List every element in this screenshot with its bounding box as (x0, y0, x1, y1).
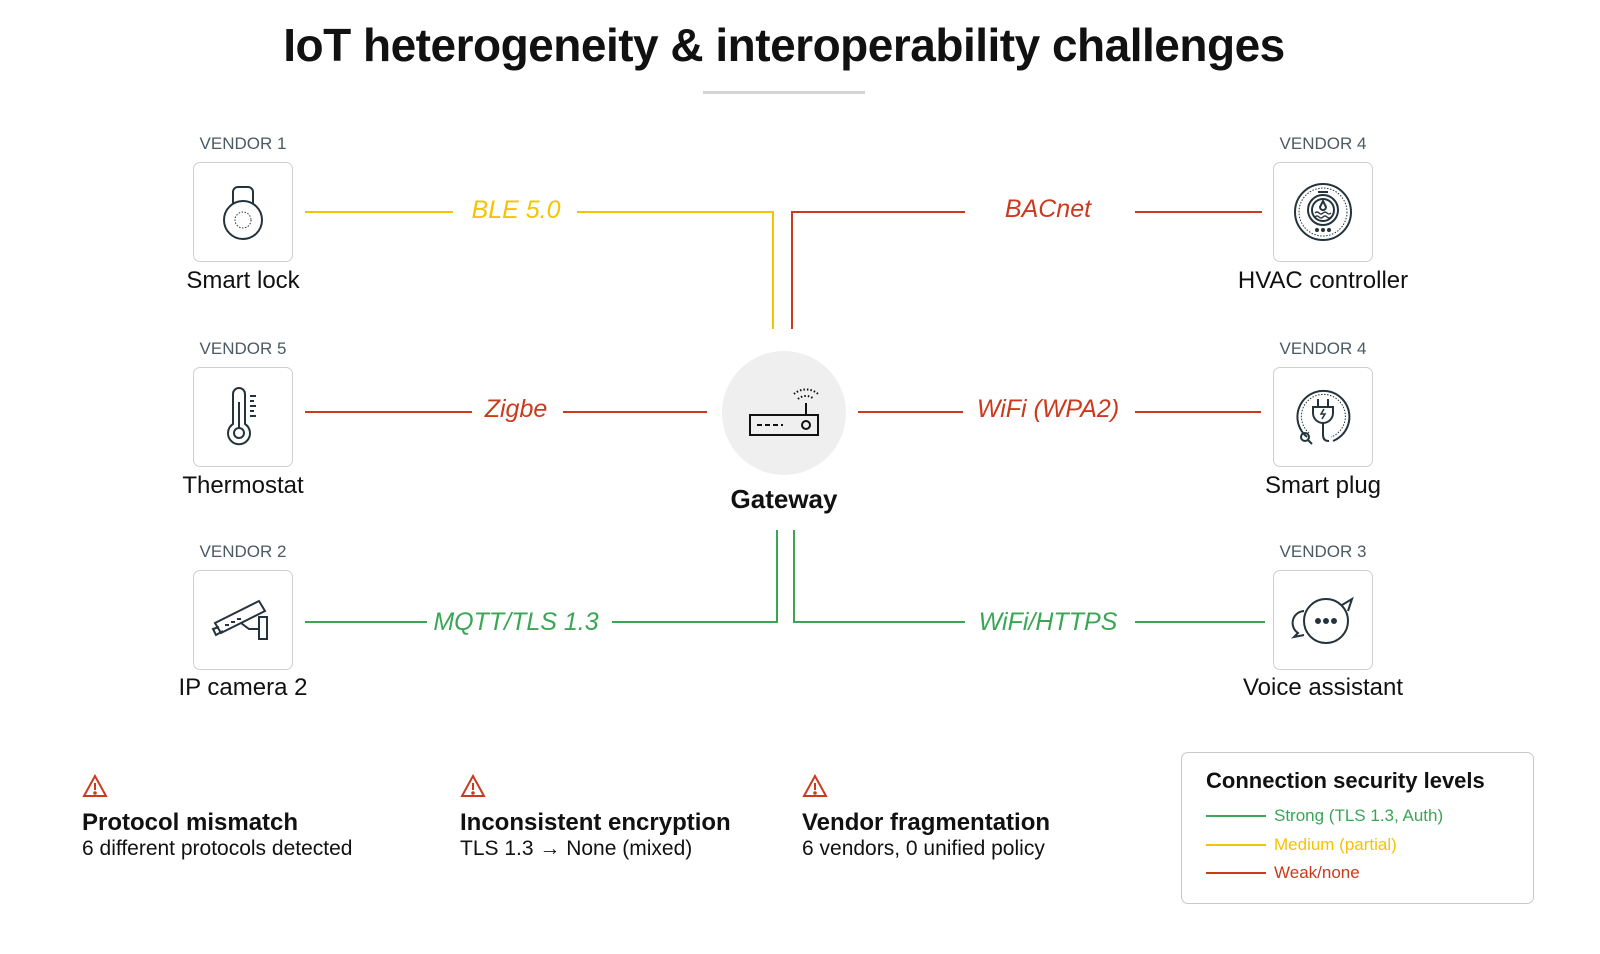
device-name: Thermostat (182, 472, 304, 499)
gateway-node[interactable] (722, 351, 846, 475)
warning-icon (460, 773, 486, 797)
protocol-label-wifi-https: WiFi/HTTPS (978, 608, 1118, 636)
warning-icon (82, 773, 108, 797)
challenge-subtitle: TLS 1.3 → None (mixed) (460, 837, 693, 860)
gateway-label: Gateway (730, 484, 838, 514)
device-name: Smart lock (186, 267, 300, 294)
legend-item-strong: Strong (TLS 1.3, Auth) (1206, 806, 1443, 826)
protocol-label-wifi-wpa2: WiFi (WPA2) (976, 395, 1120, 423)
legend: Connection security levels Strong (TLS 1… (1181, 752, 1534, 904)
challenge-subtitle: 6 vendors, 0 unified policy (802, 837, 1045, 860)
chat-bubbles-icon (1290, 596, 1354, 644)
title-underline (703, 91, 865, 94)
vendor-label: VENDOR 5 (199, 339, 287, 358)
legend-item-medium: Medium (partial) (1206, 835, 1397, 855)
legend-swatch (1206, 872, 1266, 874)
plug-icon (1296, 389, 1351, 445)
device-hvac-controller[interactable] (1273, 162, 1373, 262)
device-name: HVAC controller (1237, 267, 1409, 294)
protocol-label-bacnet: BACnet (1004, 195, 1092, 223)
device-name: Voice assistant (1242, 674, 1404, 701)
thermometer-icon (227, 387, 256, 446)
challenge-title: Protocol mismatch (82, 809, 299, 836)
device-thermostat[interactable] (193, 367, 293, 467)
device-name: Smart plug (1264, 472, 1382, 499)
challenge-inconsistent-encryption: Inconsistent encryption TLS 1.3 → None (… (460, 773, 731, 861)
device-smart-lock[interactable] (193, 162, 293, 262)
vendor-label: VENDOR 4 (1279, 339, 1367, 358)
legend-item-weak: Weak/none (1206, 863, 1360, 883)
link-camera-b (612, 530, 778, 623)
device-ip-camera[interactable] (193, 570, 293, 670)
vendor-label: VENDOR 2 (199, 542, 287, 561)
vendor-label: VENDOR 1 (199, 134, 287, 153)
router-icon (749, 388, 819, 436)
protocol-label-mqtt: MQTT/TLS 1.3 (433, 608, 599, 636)
challenge-subtitle: 6 different protocols detected (82, 837, 353, 860)
legend-swatch (1206, 844, 1266, 846)
link-voice-a (793, 530, 965, 623)
challenge-protocol-mismatch: Protocol mismatch 6 different protocols … (82, 773, 353, 861)
vendor-label: VENDOR 4 (1279, 134, 1367, 153)
page-title: IoT heterogeneity & interoperability cha… (283, 19, 1285, 71)
challenge-vendor-fragmentation: Vendor fragmentation 6 vendors, 0 unifie… (802, 773, 1051, 861)
device-name: IP camera 2 (178, 674, 308, 701)
legend-label: Medium (partial) (1274, 835, 1397, 854)
warning-icon (802, 773, 828, 797)
link-hvac-a (791, 211, 965, 329)
challenge-title: Vendor fragmentation (802, 809, 1051, 836)
link-smart-lock-b (577, 211, 774, 329)
device-voice-assistant[interactable] (1273, 570, 1373, 670)
protocol-label-ble: BLE 5.0 (471, 196, 561, 224)
legend-label: Strong (TLS 1.3, Auth) (1274, 806, 1444, 825)
vendor-label: VENDOR 3 (1279, 542, 1367, 561)
legend-label: Weak/none (1274, 863, 1360, 882)
padlock-icon (223, 186, 263, 240)
legend-swatch (1206, 815, 1266, 817)
device-smart-plug[interactable] (1273, 367, 1373, 467)
hvac-dial-icon (1294, 183, 1352, 241)
legend-title: Connection security levels (1206, 768, 1485, 793)
security-camera-icon (211, 599, 268, 640)
protocol-label-zigbee: Zigbe (484, 395, 548, 423)
challenge-title: Inconsistent encryption (460, 809, 731, 836)
